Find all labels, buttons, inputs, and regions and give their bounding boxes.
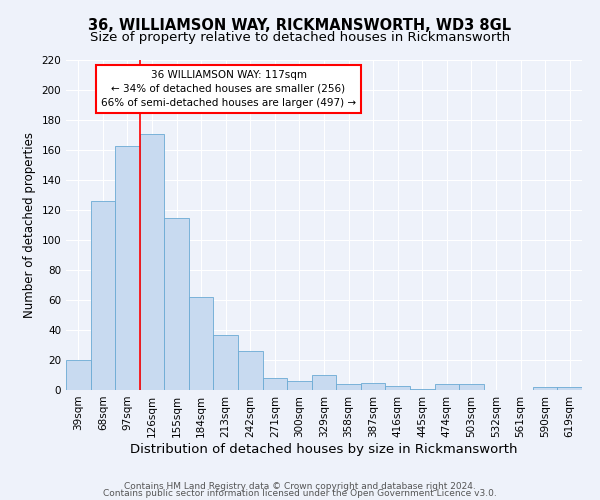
Bar <box>287 381 312 390</box>
Text: Contains public sector information licensed under the Open Government Licence v3: Contains public sector information licen… <box>103 490 497 498</box>
Bar <box>115 146 140 390</box>
Bar <box>164 218 189 390</box>
Text: 36 WILLIAMSON WAY: 117sqm
← 34% of detached houses are smaller (256)
66% of semi: 36 WILLIAMSON WAY: 117sqm ← 34% of detac… <box>101 70 356 108</box>
Text: 36, WILLIAMSON WAY, RICKMANSWORTH, WD3 8GL: 36, WILLIAMSON WAY, RICKMANSWORTH, WD3 8… <box>88 18 512 32</box>
Bar <box>140 134 164 390</box>
Bar <box>410 388 434 390</box>
Bar <box>434 384 459 390</box>
Text: Contains HM Land Registry data © Crown copyright and database right 2024.: Contains HM Land Registry data © Crown c… <box>124 482 476 491</box>
Bar <box>263 378 287 390</box>
Bar <box>533 387 557 390</box>
Bar <box>385 386 410 390</box>
Y-axis label: Number of detached properties: Number of detached properties <box>23 132 36 318</box>
Text: Size of property relative to detached houses in Rickmansworth: Size of property relative to detached ho… <box>90 31 510 44</box>
Bar <box>312 375 336 390</box>
Bar <box>336 384 361 390</box>
Bar <box>91 201 115 390</box>
Bar <box>361 382 385 390</box>
Bar <box>459 384 484 390</box>
Bar <box>238 351 263 390</box>
Bar <box>66 360 91 390</box>
Bar <box>189 297 214 390</box>
X-axis label: Distribution of detached houses by size in Rickmansworth: Distribution of detached houses by size … <box>130 442 518 456</box>
Bar <box>557 387 582 390</box>
Bar <box>214 334 238 390</box>
